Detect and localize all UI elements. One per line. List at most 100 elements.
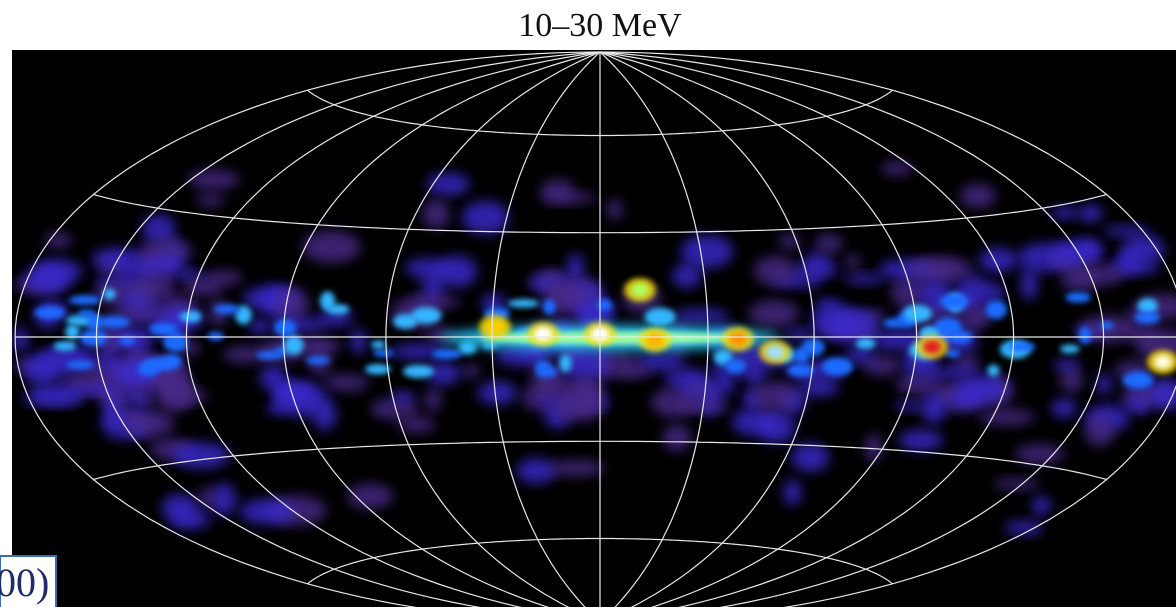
bright-emission [373, 349, 394, 357]
point-source [631, 283, 649, 297]
bright-emission [559, 354, 571, 372]
bright-emission [284, 335, 303, 354]
bright-emission [903, 305, 932, 323]
diffuse-emission [138, 256, 188, 273]
diffuse-emission [462, 201, 509, 234]
bright-emission [508, 299, 539, 308]
bright-emission [945, 349, 960, 357]
diffuse-emission [681, 235, 733, 268]
bright-emission [1065, 292, 1091, 302]
diffuse-emission [1123, 235, 1165, 264]
diffuse-emission [79, 384, 117, 394]
bright-emission [207, 332, 224, 341]
diffuse-emission [553, 286, 595, 305]
bright-emission [985, 300, 1007, 319]
bright-emission [371, 340, 385, 348]
diffuse-emission [754, 256, 798, 286]
diffuse-emission [783, 480, 801, 506]
point-source [1154, 355, 1172, 369]
diffuse-emission [979, 247, 1017, 272]
diffuse-emission [198, 488, 215, 507]
diffuse-emission [800, 379, 839, 397]
diffuse-emission [895, 401, 923, 411]
diffuse-emission [687, 382, 715, 397]
diffuse-emission [715, 370, 735, 395]
diffuse-emission [1021, 267, 1038, 301]
diffuse-emission [960, 184, 996, 208]
diffuse-emission [791, 443, 829, 472]
bright-emission [69, 295, 101, 305]
bright-emission [822, 357, 853, 375]
diffuse-emission [758, 411, 795, 444]
bright-emission [54, 341, 77, 351]
bright-emission [1134, 311, 1160, 323]
page: 10–30 MeV 00) (() => { const data = JSON… [0, 0, 1176, 607]
bright-emission [103, 289, 115, 300]
diffuse-emission [540, 193, 597, 204]
diffuse-emission [1051, 398, 1077, 417]
diffuse-emission [370, 398, 419, 419]
diffuse-emission [1015, 444, 1065, 464]
bright-emission [87, 313, 102, 331]
diffuse-emission [45, 233, 72, 249]
diffuse-emission [124, 409, 174, 437]
diffuse-emission [567, 253, 584, 282]
diffuse-emission [275, 289, 310, 322]
diffuse-emission [1032, 496, 1051, 516]
diffuse-emission [815, 234, 843, 253]
bright-emission [98, 316, 130, 328]
point-source [729, 332, 747, 346]
diffuse-emission [410, 295, 460, 309]
diffuse-emission [679, 400, 731, 411]
bright-emission [66, 361, 95, 370]
bright-emission [432, 349, 463, 359]
diffuse-emission [844, 273, 885, 283]
bright-emission [256, 351, 282, 360]
diffuse-emission [899, 430, 943, 451]
diffuse-emission [133, 390, 153, 401]
diffuse-emission [422, 199, 449, 228]
caption-fragment: 00) [0, 560, 49, 605]
diffuse-emission [784, 329, 814, 341]
diffuse-emission [1122, 399, 1146, 410]
bright-emission [34, 306, 65, 319]
bright-emission [327, 304, 349, 314]
diffuse-emission [134, 275, 165, 303]
bright-emission [274, 319, 296, 336]
map-title: 10–30 MeV [518, 7, 682, 44]
diffuse-emission [938, 386, 957, 397]
point-source [923, 340, 941, 354]
point-source [646, 333, 664, 347]
diffuse-emission [663, 424, 692, 451]
diffuse-emission [1053, 359, 1080, 370]
bright-emission [214, 304, 240, 314]
bright-emission [987, 365, 999, 377]
diffuse-emission [205, 270, 244, 285]
bright-emission [883, 318, 903, 328]
bright-emission [145, 357, 173, 371]
diffuse-emission [161, 494, 198, 523]
diffuse-emission [103, 394, 121, 425]
bright-emission [535, 361, 550, 372]
diffuse-emission [1065, 264, 1124, 286]
diffuse-emission [1004, 521, 1044, 534]
diffuse-emission [752, 381, 798, 411]
diffuse-emission [1077, 239, 1102, 259]
diffuse-emission [463, 364, 479, 379]
bright-emission [306, 356, 330, 364]
diffuse-emission [173, 443, 230, 469]
diffuse-emission [824, 310, 878, 341]
bright-emission [79, 329, 107, 346]
diffuse-emission [28, 384, 86, 405]
bright-emission [543, 299, 556, 314]
diffuse-emission [398, 417, 436, 433]
point-source [486, 320, 504, 334]
point-source [766, 345, 784, 359]
figure: 10–30 MeV 00) [0, 0, 1176, 607]
point-source [534, 327, 552, 341]
bright-emission [940, 294, 969, 309]
diffuse-emission [478, 381, 517, 405]
diffuse-emission [623, 365, 651, 379]
bright-emission [1079, 327, 1091, 344]
diffuse-emission [541, 269, 560, 279]
